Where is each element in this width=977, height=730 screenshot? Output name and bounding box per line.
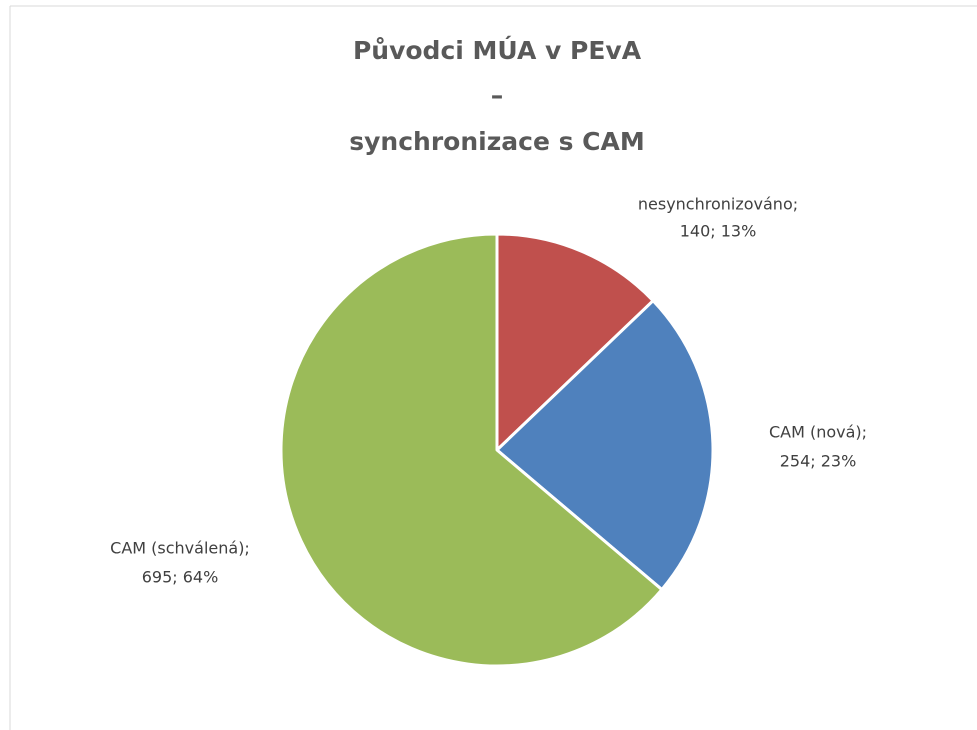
data-label-category: CAM (nová); bbox=[769, 423, 867, 442]
chart-title: – bbox=[491, 81, 504, 110]
pie-slice bbox=[495, 232, 655, 452]
chart-title: synchronizace s CAM bbox=[349, 127, 645, 156]
data-label-category: CAM (schválená); bbox=[110, 539, 250, 558]
pie-slice bbox=[495, 299, 715, 592]
chart-title: Původci MÚA v PEvA bbox=[353, 35, 642, 65]
data-label-value: 254; 23% bbox=[780, 452, 857, 471]
data-label-category: nesynchronizováno; bbox=[638, 195, 798, 214]
data-label-value: 695; 64% bbox=[142, 568, 219, 587]
data-label-value: 140; 13% bbox=[680, 222, 757, 241]
pie-slice bbox=[279, 232, 664, 668]
